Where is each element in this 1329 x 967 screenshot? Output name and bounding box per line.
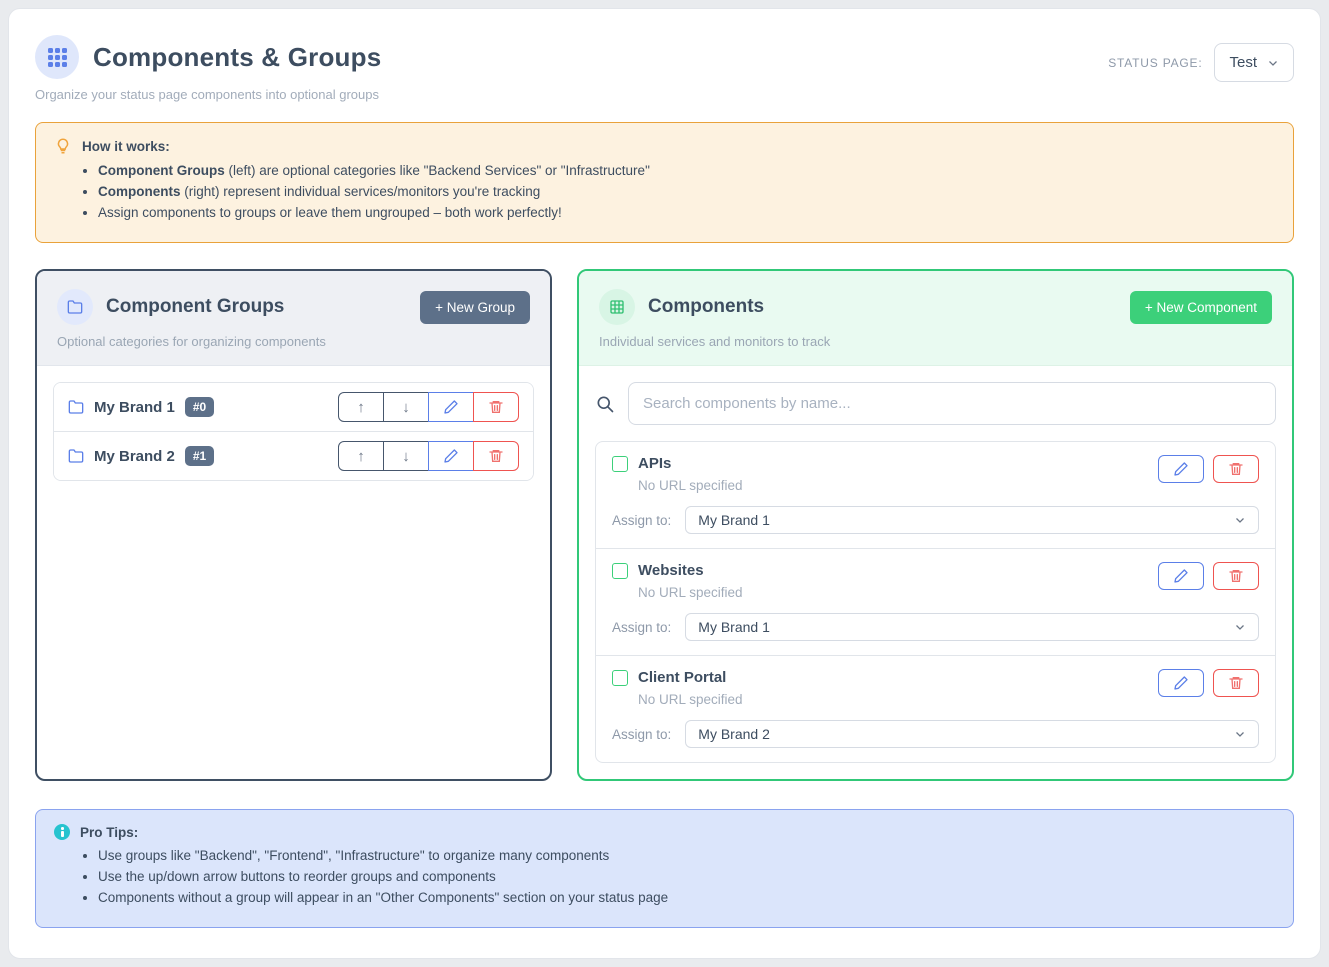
delete-group-button[interactable]	[473, 392, 519, 422]
pro-tips-list: Use groups like "Backend", "Frontend", "…	[98, 848, 1275, 905]
page-header: Components & Groups Organize your status…	[35, 35, 1294, 102]
how-it-works-list: Component Groups (left) are optional cat…	[98, 163, 1275, 220]
pro-tips-item: Components without a group will appear i…	[98, 890, 1275, 905]
chevron-down-icon	[1236, 732, 1244, 737]
component-checkbox[interactable]	[612, 669, 628, 686]
components-grid-icon	[35, 35, 79, 79]
how-it-works-item: Assign components to groups or leave the…	[98, 205, 1275, 220]
pro-tips-box: Pro Tips: Use groups like "Backend", "Fr…	[35, 809, 1294, 928]
assign-to-label: Assign to:	[612, 512, 672, 528]
delete-group-button[interactable]	[473, 441, 519, 471]
component-card: Client Portal No URL specified Assign to…	[595, 655, 1276, 763]
component-card: Websites No URL specified Assign to:	[595, 548, 1276, 656]
assign-group-select[interactable]: My Brand 1	[685, 613, 1259, 641]
component-groups-subtitle: Optional categories for organizing compo…	[57, 334, 326, 349]
delete-component-button[interactable]	[1213, 562, 1259, 590]
assigned-group-value: My Brand 2	[698, 726, 770, 742]
pro-tips-item: Use the up/down arrow buttons to reorder…	[98, 869, 1275, 884]
folder-icon	[68, 400, 84, 414]
folder-icon	[57, 289, 93, 325]
component-url-status: No URL specified	[638, 692, 743, 707]
pencil-icon	[444, 449, 458, 463]
assigned-group-value: My Brand 1	[698, 512, 770, 528]
edit-group-button[interactable]	[428, 392, 474, 422]
component-name: Websites	[638, 562, 704, 579]
components-title: Components	[648, 296, 765, 317]
component-url-status: No URL specified	[638, 585, 743, 600]
component-groups-header: Component Groups + New Group Optional ca…	[37, 271, 550, 366]
page-subtitle: Organize your status page components int…	[35, 87, 379, 102]
status-page-select[interactable]: Test	[1214, 43, 1294, 82]
group-order-badge: #1	[184, 446, 215, 466]
new-group-button[interactable]: + New Group	[420, 290, 530, 324]
status-page-value: Test	[1229, 54, 1257, 71]
components-header: Components + New Component Individual se…	[579, 271, 1292, 366]
assigned-group-value: My Brand 1	[698, 619, 770, 635]
delete-component-button[interactable]	[1213, 669, 1259, 697]
pencil-icon	[1174, 462, 1188, 476]
trash-icon	[489, 450, 503, 462]
pencil-icon	[1174, 569, 1188, 583]
search-icon	[597, 396, 614, 412]
component-groups-panel: Component Groups + New Group Optional ca…	[35, 269, 552, 781]
how-it-works-title: How it works:	[82, 138, 170, 154]
search-components-input[interactable]	[628, 382, 1276, 425]
components-panel: Components + New Component Individual se…	[577, 269, 1294, 781]
new-component-button[interactable]: + New Component	[1129, 290, 1272, 324]
trash-icon	[1229, 677, 1243, 689]
pencil-icon	[444, 400, 458, 414]
how-it-works-item: Component Groups (left) are optional cat…	[98, 163, 1275, 178]
assign-to-label: Assign to:	[612, 619, 672, 635]
edit-group-button[interactable]	[428, 441, 474, 471]
assign-group-select[interactable]: My Brand 2	[685, 720, 1259, 748]
info-icon	[54, 824, 70, 840]
pro-tips-item: Use groups like "Backend", "Frontend", "…	[98, 848, 1275, 863]
page-title: Components & Groups	[93, 41, 382, 72]
pencil-icon	[1174, 676, 1188, 690]
components-subtitle: Individual services and monitors to trac…	[599, 334, 831, 349]
group-name: My Brand 2	[94, 447, 175, 465]
assign-group-select[interactable]: My Brand 1	[685, 506, 1259, 534]
trash-icon	[1229, 463, 1243, 475]
assign-to-label: Assign to:	[612, 726, 672, 742]
lightbulb-icon	[57, 138, 69, 154]
edit-component-button[interactable]	[1158, 669, 1204, 697]
status-page-label: STATUS PAGE:	[1108, 55, 1203, 70]
component-url-status: No URL specified	[638, 478, 743, 493]
component-name: Client Portal	[638, 669, 727, 686]
move-up-button[interactable]: ↑	[338, 441, 384, 471]
chevron-down-icon	[1236, 625, 1244, 630]
component-groups-title: Component Groups	[106, 296, 285, 317]
components-groups-page: Components & Groups Organize your status…	[8, 8, 1321, 959]
delete-component-button[interactable]	[1213, 455, 1259, 483]
how-it-works-box: How it works: Component Groups (left) ar…	[35, 122, 1294, 243]
trash-icon	[489, 401, 503, 413]
component-checkbox[interactable]	[612, 562, 628, 579]
group-order-badge: #0	[184, 397, 215, 417]
move-up-button[interactable]: ↑	[338, 392, 384, 422]
move-down-button[interactable]: ↓	[383, 441, 429, 471]
component-card: APIs No URL specified Assign to:	[595, 441, 1276, 549]
chevron-down-icon	[1269, 60, 1277, 66]
chevron-down-icon	[1236, 518, 1244, 523]
edit-component-button[interactable]	[1158, 562, 1204, 590]
component-list: APIs No URL specified Assign to:	[595, 441, 1276, 763]
pro-tips-title: Pro Tips:	[80, 824, 139, 840]
folder-icon	[68, 449, 84, 463]
component-name: APIs	[638, 455, 672, 472]
edit-component-button[interactable]	[1158, 455, 1204, 483]
trash-icon	[1229, 570, 1243, 582]
group-list: My Brand 1 #0 ↑ ↓ My Bra	[53, 382, 534, 481]
group-name: My Brand 1	[94, 398, 175, 416]
how-it-works-item: Components (right) represent individual …	[98, 184, 1275, 199]
group-row: My Brand 2 #1 ↑ ↓	[54, 431, 533, 480]
table-grid-icon	[599, 289, 635, 325]
group-row: My Brand 1 #0 ↑ ↓	[54, 383, 533, 431]
move-down-button[interactable]: ↓	[383, 392, 429, 422]
component-checkbox[interactable]	[612, 455, 628, 472]
